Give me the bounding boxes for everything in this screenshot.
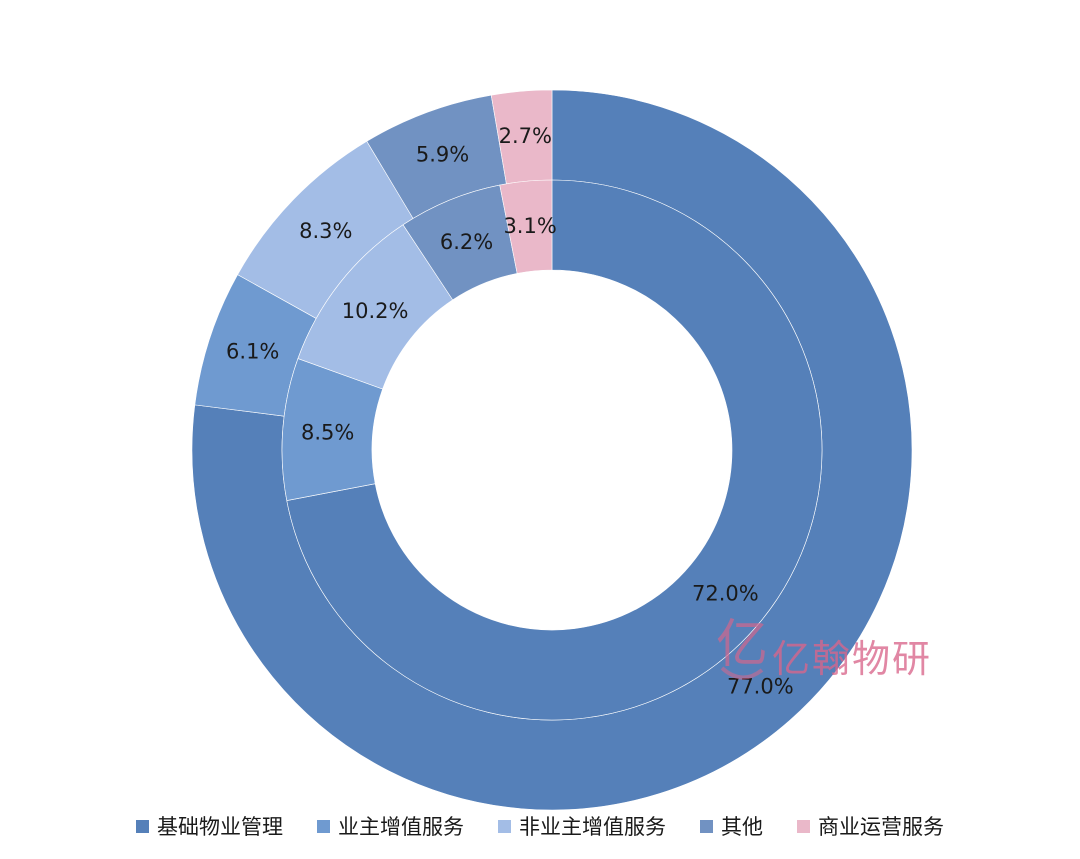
inner-ring-label-0: 72.0% <box>692 581 759 605</box>
watermark: 亿 亿翰物研 <box>712 606 952 696</box>
inner-ring-label-2: 10.2% <box>342 299 409 323</box>
watermark-logo-icon: 亿 <box>716 615 768 680</box>
outer-ring-label-2: 8.3% <box>299 219 352 243</box>
legend: 基础物业管理 业主增值服务 非业主增值服务 其他 商业运营服务 <box>0 808 1080 844</box>
legend-item-4: 商业运营服务 <box>797 811 944 841</box>
inner-ring-label-4: 3.1% <box>503 214 556 238</box>
inner-ring-label-3: 6.2% <box>440 230 493 254</box>
inner-ring-label-1: 8.5% <box>301 420 354 444</box>
watermark-text: 亿翰物研 <box>772 637 933 681</box>
outer-ring-label-4: 2.7% <box>499 124 552 148</box>
legend-item-3: 其他 <box>700 811 763 841</box>
legend-item-2: 非业主增值服务 <box>498 811 666 841</box>
legend-item-0: 基础物业管理 <box>136 811 283 841</box>
outer-ring-label-3: 5.9% <box>416 143 469 167</box>
inner-ring-slice-0 <box>286 179 823 721</box>
svg-text:亿: 亿 <box>716 615 768 675</box>
legend-label-0: 基础物业管理 <box>157 815 283 839</box>
legend-swatch-3 <box>700 819 713 833</box>
donut-rings <box>191 89 913 811</box>
legend-swatch-0 <box>136 819 149 833</box>
legend-swatch-2 <box>498 819 511 833</box>
legend-label-4: 商业运营服务 <box>818 815 944 839</box>
legend-item-1: 业主增值服务 <box>317 811 464 841</box>
legend-label-2: 非业主增值服务 <box>519 815 666 839</box>
legend-label-1: 业主增值服务 <box>338 815 464 839</box>
legend-label-3: 其他 <box>721 815 763 839</box>
inner-ring-slice-4 <box>499 179 553 274</box>
legend-swatch-1 <box>317 819 330 833</box>
legend-swatch-4 <box>797 819 810 833</box>
outer-ring-label-1: 6.1% <box>226 340 279 364</box>
